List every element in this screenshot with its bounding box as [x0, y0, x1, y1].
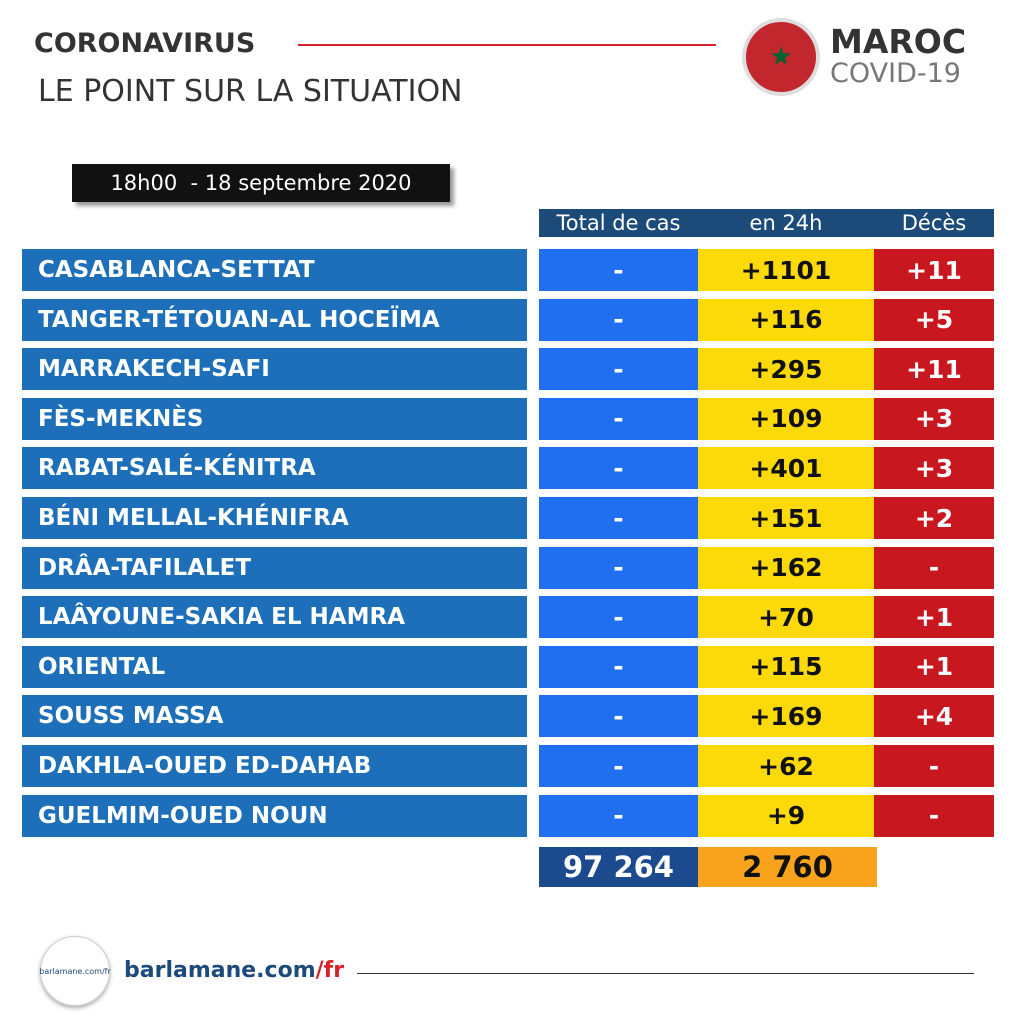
cell: +295: [698, 348, 874, 391]
total-deaths: 2 760: [698, 847, 877, 887]
region: TANGER-TÉTOUAN-AL HOCEÏMA: [22, 298, 527, 341]
column-header: Total de cas: [556, 211, 681, 235]
flag: ★: [742, 18, 820, 96]
cell: +11: [874, 348, 994, 391]
cell: +9: [698, 794, 874, 837]
title: CORONAVIRUS: [34, 28, 256, 59]
cell: +109: [698, 397, 874, 440]
region: RABAT-SALÉ-KÉNITRA: [22, 447, 527, 490]
footer-rule: [357, 973, 974, 974]
cell: +1: [874, 645, 994, 688]
cell: -: [539, 397, 698, 440]
cell: +5: [874, 298, 994, 341]
region: DAKHLA-OUED ED-DAHAB: [22, 745, 527, 787]
logo: barlamane.com/fr: [39, 936, 111, 1006]
total-cases: 97 264: [539, 847, 698, 887]
region: MARRAKECH-SAFI: [22, 348, 527, 391]
region: DRÂA-TAFILALET: [22, 546, 527, 589]
rule: [298, 44, 716, 46]
cell: -: [539, 695, 698, 738]
region: FÈS-MEKNÈS: [22, 397, 527, 440]
column-header: Décès: [901, 211, 967, 235]
cell: +4: [874, 695, 994, 738]
region: ORIENTAL: [22, 645, 527, 688]
cell: -: [874, 546, 994, 589]
cell: -: [539, 298, 698, 341]
cell: +169: [698, 695, 874, 738]
cell: +1: [874, 596, 994, 639]
cell: +3: [874, 397, 994, 440]
cell: -: [539, 596, 698, 639]
cell: +3: [874, 447, 994, 490]
cell: -: [539, 447, 698, 490]
date: 18h00 - 18 septembre 2020: [72, 164, 450, 202]
cell: +2: [874, 497, 994, 539]
column-header: en 24h: [749, 211, 823, 235]
region: BÉNI MELLAL-KHÉNIFRA: [22, 497, 527, 539]
cell: +11: [874, 249, 994, 291]
cell: -: [539, 745, 698, 787]
cell: +401: [698, 447, 874, 490]
subtitle: LE POINT SUR LA SITUATION: [38, 74, 463, 109]
badge-subtitle: COVID-19: [830, 58, 961, 89]
cell: -: [874, 794, 994, 837]
cell: -: [539, 645, 698, 688]
region: SOUSS MASSA: [22, 695, 527, 738]
cell: +162: [698, 546, 874, 589]
region: CASABLANCA-SETTAT: [22, 249, 527, 291]
cell: +70: [698, 596, 874, 639]
column-header-bar: [539, 209, 994, 237]
region: GUELMIM-OUED NOUN: [22, 794, 527, 837]
site-suffix: /fr: [315, 958, 345, 983]
cell: +115: [698, 645, 874, 688]
cell: -: [539, 794, 698, 837]
site[interactable]: barlamane.com/fr: [124, 958, 344, 983]
cell: -: [539, 348, 698, 391]
cell: +116: [698, 298, 874, 341]
region: LAÂYOUNE-SAKIA EL HAMRA: [22, 596, 527, 639]
cell: +151: [698, 497, 874, 539]
cell: -: [539, 497, 698, 539]
cell: -: [874, 745, 994, 787]
cell: -: [539, 249, 698, 291]
cell: +1101: [698, 249, 874, 291]
cell: +62: [698, 745, 874, 787]
site-name: barlamane.com: [124, 958, 316, 983]
badge-title: MAROC: [830, 22, 967, 61]
cell: -: [539, 546, 698, 589]
